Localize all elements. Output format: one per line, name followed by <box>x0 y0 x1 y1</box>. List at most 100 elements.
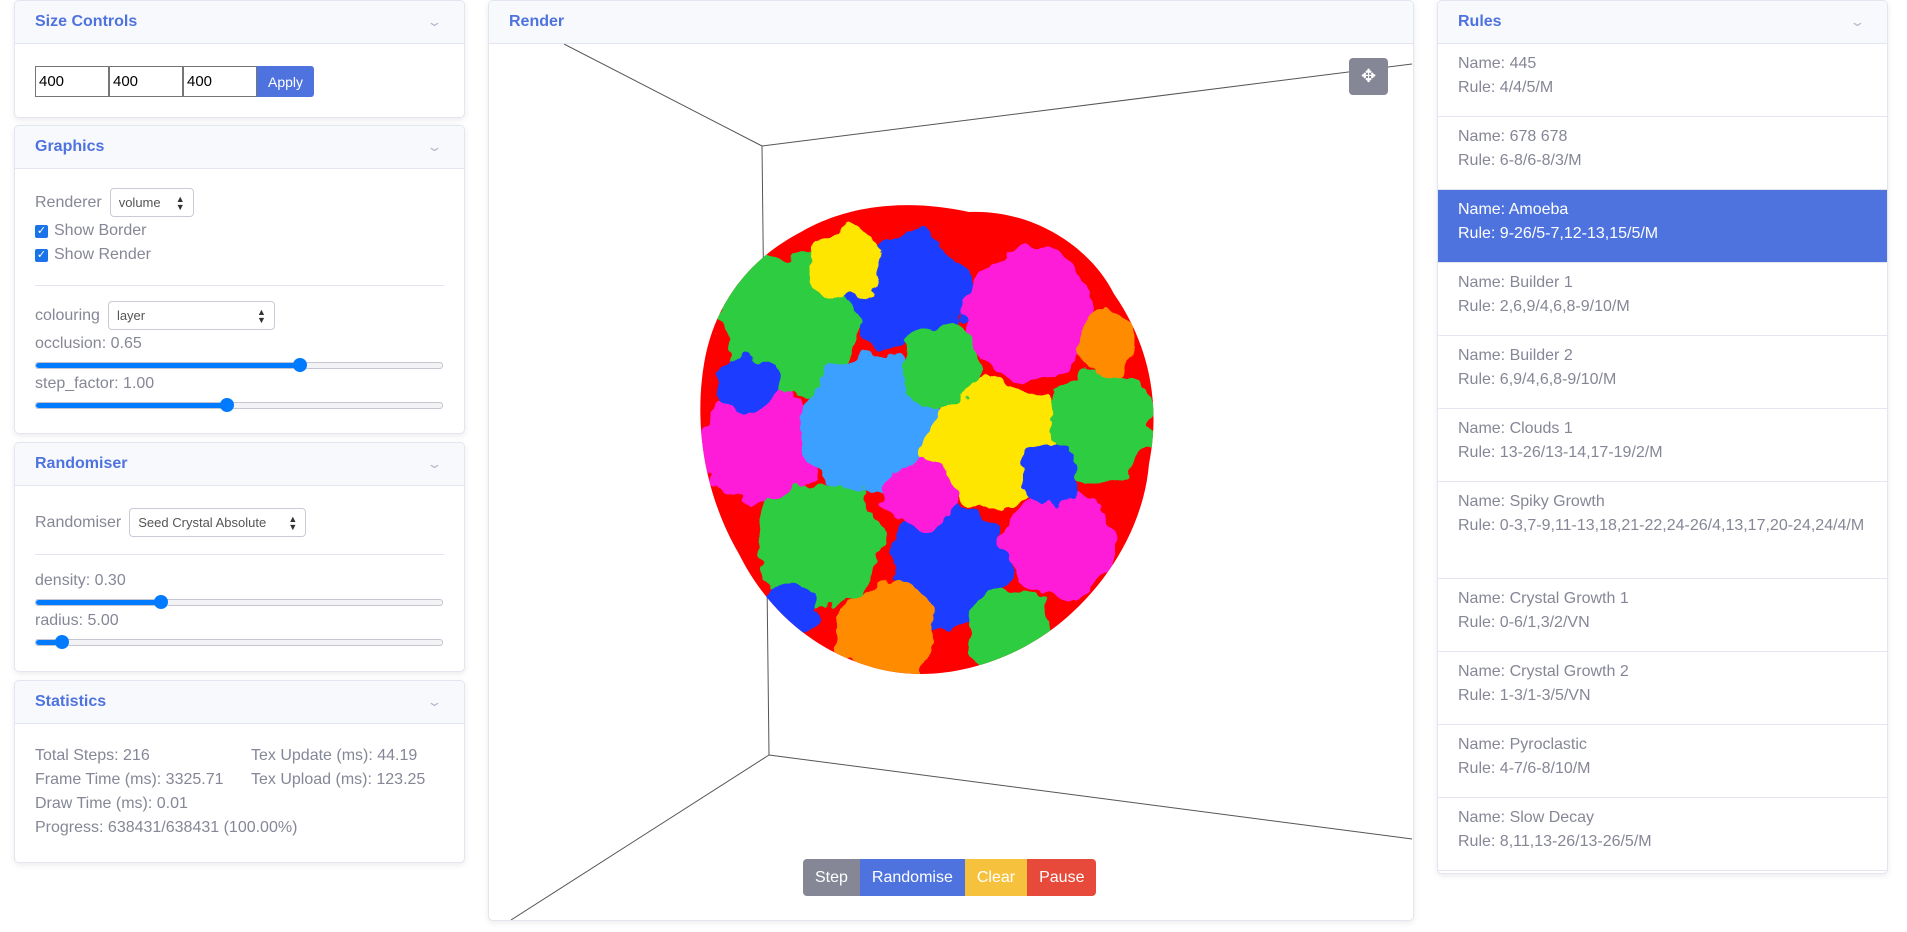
pause-button[interactable]: Pause <box>1027 859 1097 896</box>
renderer-row: Renderer volume ▲ ▼ <box>35 188 194 217</box>
render-card: Render <box>488 0 1414 921</box>
rule-definition: Rule: 0-6/1,3/2/VN <box>1458 614 1590 631</box>
slider-thumb[interactable] <box>55 635 69 649</box>
rule-name: Name: 445 <box>1458 55 1537 72</box>
randomiser-header[interactable]: Randomiser ⌄ <box>15 443 464 486</box>
density-slider[interactable] <box>35 594 443 610</box>
occlusion-label: occlusion: 0.65 <box>35 335 142 352</box>
rule-list-item[interactable]: Name: Crystal Growth 2 Rule: 1-3/1-3/5/VN <box>1438 652 1887 725</box>
slider-fill <box>36 363 300 368</box>
rule-name: Name: Builder 2 <box>1458 347 1573 364</box>
slider-thumb[interactable] <box>293 358 307 372</box>
rule-definition: Rule: 2,6,9/4,6,8-9/10/M <box>1458 298 1630 315</box>
slider-fill <box>36 600 161 605</box>
step-button[interactable]: Step <box>803 859 860 896</box>
chevron-down-icon[interactable]: ⌄ <box>426 694 443 709</box>
step-factor-slider[interactable] <box>35 397 443 413</box>
apply-button[interactable]: Apply <box>257 66 315 97</box>
rule-name: Name: Spiky Growth <box>1458 493 1605 510</box>
colouring-value: layer <box>116 308 146 323</box>
rule-definition: Rule: 4/4/5/M <box>1458 79 1554 96</box>
graphics-header[interactable]: Graphics ⌄ <box>15 126 464 169</box>
slider-track <box>35 402 443 409</box>
rule-name: Name: Amoeba <box>1458 201 1569 218</box>
show-border-row[interactable]: ✓ Show Border <box>35 222 147 240</box>
graphics-title: Graphics <box>35 138 105 155</box>
step-factor-row: step_factor: 1.00 <box>35 375 154 393</box>
rules-title: Rules <box>1458 13 1502 30</box>
size-z-input[interactable] <box>183 66 257 97</box>
render-viewport[interactable] <box>489 44 1413 920</box>
size-input-group: Apply <box>35 66 315 97</box>
divider <box>35 554 444 555</box>
divider <box>35 285 444 286</box>
renderer-select[interactable]: volume ▲ ▼ <box>109 188 194 217</box>
radius-slider[interactable] <box>35 634 443 650</box>
render-button-group: Step Randomise Clear Pause <box>803 859 1097 896</box>
tex-update-text: Tex Update (ms): 44.19 <box>251 747 418 764</box>
show-border-checkbox[interactable]: ✓ <box>35 224 48 238</box>
rule-list-item[interactable]: Name: Pyroclastic Rule: 4-7/6-8/10/M <box>1438 725 1887 798</box>
rule-list-item[interactable]: Name: Builder 2 Rule: 6,9/4,6,8-9/10/M <box>1438 336 1887 409</box>
slider-fill <box>36 640 62 645</box>
size-controls-header[interactable]: Size Controls ⌄ <box>15 1 464 44</box>
rule-list-item[interactable]: Name: Slow Decay Rule: 8,11,13-26/13-26/5… <box>1438 798 1887 871</box>
graphics-card: Graphics ⌄ Renderer volume ▲ ▼ ✓ Show Bor… <box>14 125 465 434</box>
randomiser-card: Randomiser ⌄ Randomiser Seed Crystal Abs… <box>14 442 465 672</box>
renderer-label: Renderer <box>35 193 102 211</box>
step-factor-label: step_factor: 1.00 <box>35 375 155 392</box>
chevron-down-icon[interactable]: ⌄ <box>426 14 443 29</box>
frame-time-text: Frame Time (ms): 3325.71 <box>35 771 224 788</box>
show-render-row[interactable]: ✓ Show Render <box>35 246 151 264</box>
rule-list-item[interactable]: Name: 445 Rule: 4/4/5/M <box>1438 44 1887 117</box>
rule-definition: Rule: 0-3,7-9,11-13,18,21-22,24-26/4,13,… <box>1458 517 1865 534</box>
randomise-button[interactable]: Randomise <box>859 859 965 896</box>
size-controls-title: Size Controls <box>35 13 138 30</box>
slider-thumb[interactable] <box>220 398 234 412</box>
occlusion-row: occlusion: 0.65 <box>35 335 142 353</box>
rule-list-item[interactable]: Name: Builder 1 Rule: 2,6,9/4,6,8-9/10/M <box>1438 263 1887 336</box>
rules-header[interactable]: Rules ⌄ <box>1438 1 1887 44</box>
rule-list-item[interactable]: Name: Crystal Growth 1 Rule: 0-6/1,3/2/VN <box>1438 579 1887 652</box>
rule-name: Name: Clouds 1 <box>1458 420 1573 437</box>
chevron-down-icon[interactable]: ⌄ <box>426 456 443 471</box>
colouring-label: colouring <box>35 306 100 324</box>
slider-track <box>35 599 443 606</box>
draw-time-text: Draw Time (ms): 0.01 <box>35 795 188 812</box>
tex-upload-text: Tex Upload (ms): 123.25 <box>251 771 426 788</box>
clear-button[interactable]: Clear <box>964 859 1028 896</box>
total-steps-text: Total Steps: 216 <box>35 747 150 764</box>
colouring-select[interactable]: layer ▲ ▼ <box>107 301 275 330</box>
randomiser-select[interactable]: Seed Crystal Absolute ▲ ▼ <box>129 508 307 537</box>
radius-row: radius: 5.00 <box>35 612 119 630</box>
occlusion-slider[interactable] <box>35 357 443 373</box>
renderer-value: volume <box>118 195 161 210</box>
rule-list-item[interactable]: Name: 678 678 Rule: 6-8/6-8/3/M <box>1438 117 1887 190</box>
rule-definition: Rule: 13-26/13-14,17-19/2/M <box>1458 444 1663 461</box>
rule-list-item[interactable]: Name: Spiky Growth Rule: 0-3,7-9,11-13,18… <box>1438 482 1887 579</box>
statistics-title: Statistics <box>35 693 107 710</box>
rule-name: Name: Slow Decay <box>1458 809 1595 826</box>
show-border-label: Show Border <box>54 222 147 239</box>
chevron-down-icon[interactable]: ⌄ <box>1849 14 1866 29</box>
rule-name: Name: Crystal Growth 1 <box>1458 590 1629 607</box>
rule-definition: Rule: 8,11,13-26/13-26/5/M <box>1458 833 1652 850</box>
rule-list-item[interactable]: Name: Amoeba Rule: 9-26/5-7,12-13,15/5/M <box>1438 190 1887 263</box>
rule-list-item[interactable]: Name: Clouds 1 Rule: 13-26/13-14,17-19/2/… <box>1438 409 1887 482</box>
density-row: density: 0.30 <box>35 572 126 590</box>
show-render-checkbox[interactable]: ✓ <box>35 248 48 262</box>
move-arrows-icon[interactable]: ✥ <box>1349 58 1388 95</box>
randomiser-row: Randomiser Seed Crystal Absolute ▲ ▼ <box>35 508 307 537</box>
statistics-header[interactable]: Statistics ⌄ <box>15 681 464 724</box>
rule-definition: Rule: 6,9/4,6,8-9/10/M <box>1458 371 1617 388</box>
colouring-row: colouring layer ▲ ▼ <box>35 301 275 330</box>
slider-thumb[interactable] <box>154 595 168 609</box>
rule-name: Name: Crystal Growth 2 <box>1458 663 1629 680</box>
chevron-down-icon[interactable]: ⌄ <box>426 139 443 154</box>
slider-fill <box>36 403 227 408</box>
rules-card: Rules ⌄ Name: 445 Rule: 4/4/5/M Name: 678 … <box>1437 0 1888 874</box>
size-y-input[interactable] <box>109 66 183 97</box>
size-x-input[interactable] <box>35 66 109 97</box>
density-label: density: 0.30 <box>35 572 126 589</box>
rule-definition: Rule: 1-3/1-3/5/VN <box>1458 687 1591 704</box>
